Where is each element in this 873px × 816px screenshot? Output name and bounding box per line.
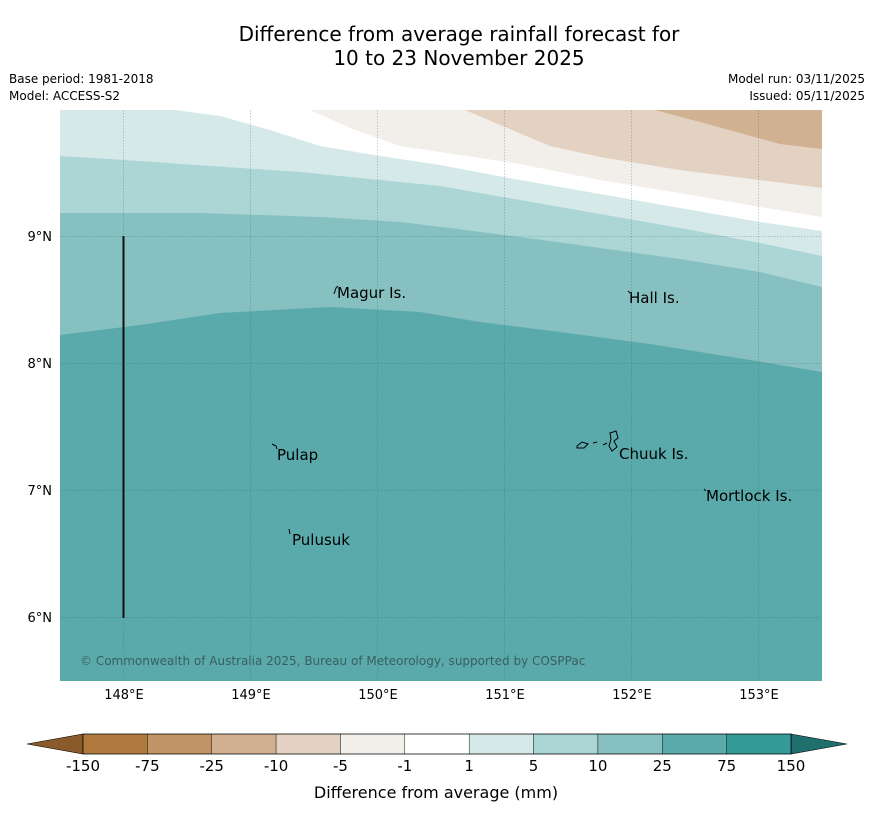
colorbar-tick-labels: -150 -75 -25 -10 -5 -1 1 5 10 25 75 150 — [66, 757, 805, 775]
colorbar-tick-label: 150 — [777, 757, 806, 775]
colorbar: -150 -75 -25 -10 -5 -1 1 5 10 25 75 150 Difference … — [26, 733, 848, 802]
lat-axis-labels: 9°N 8°N 7°N 6°N — [28, 230, 53, 626]
colorbar-segment — [82, 733, 148, 755]
chuuk-lagoon-outline — [576, 430, 619, 452]
lon-axis-labels: 148°E 149°E 150°E 151°E 152°E 153°E — [104, 688, 779, 703]
meta-right: Model run: 03/11/2025 Issued: 05/11/2025 — [728, 71, 865, 105]
place-labels: Magur Is. Hall Is. Pulap Chuuk Is. Mortl… — [277, 284, 792, 549]
lat-label-8n: 8°N — [28, 357, 53, 372]
lat-label-7n: 7°N — [28, 484, 53, 499]
colorbar-tick-label: -10 — [264, 757, 289, 775]
magur-island-outline — [333, 285, 339, 295]
meta-left: Base period: 1981-2018 Model: ACCESS-S2 — [9, 71, 154, 105]
colorbar-tick-label: 5 — [529, 757, 539, 775]
lon-label-153e: 153°E — [739, 688, 779, 703]
colorbar-tick-label: -150 — [66, 757, 100, 775]
hall-island-outline — [627, 290, 631, 294]
chart-title: Difference from average rainfall forecas… — [0, 22, 873, 70]
colorbar-segment — [533, 733, 599, 755]
label-mortlock: Mortlock Is. — [706, 487, 792, 505]
base-period: Base period: 1981-2018 — [9, 72, 154, 86]
rain-band-neg10-neg5 — [655, 110, 822, 149]
lat-label-6n: 6°N — [28, 611, 53, 626]
colorbar-tick-label: 10 — [588, 757, 607, 775]
label-pulap: Pulap — [277, 446, 318, 464]
colorbar-extend-high — [790, 733, 848, 755]
lat-label-9n: 9°N — [28, 230, 53, 245]
title-line-2: 10 to 23 November 2025 — [333, 46, 585, 70]
mortlock-island-outline — [703, 488, 707, 492]
issued-date: Issued: 05/11/2025 — [749, 89, 865, 103]
title-line-1: Difference from average rainfall forecas… — [238, 22, 680, 46]
colorbar-tick-label: -75 — [135, 757, 160, 775]
colorbar-segment — [340, 733, 406, 755]
colorbar-segment — [275, 733, 341, 755]
colorbar-segment — [468, 733, 534, 755]
colorbar-tick-label: 25 — [653, 757, 672, 775]
colorbar-tick-label: 1 — [464, 757, 474, 775]
lon-label-151e: 151°E — [485, 688, 525, 703]
colorbar-tick-label: -25 — [199, 757, 224, 775]
lon-label-149e: 149°E — [231, 688, 271, 703]
lon-label-152e: 152°E — [612, 688, 652, 703]
pulap-island-outline — [271, 443, 278, 450]
lon-label-148e: 148°E — [104, 688, 144, 703]
model-name: Model: ACCESS-S2 — [9, 89, 121, 103]
colorbar-tick-label: -5 — [333, 757, 348, 775]
map-area: Magur Is. Hall Is. Pulap Chuuk Is. Mortl… — [60, 110, 822, 681]
colorbar-segment — [597, 733, 663, 755]
colorbar-segment — [726, 733, 792, 755]
model-run: Model run: 03/11/2025 — [727, 72, 865, 86]
copyright-notice: © Commonwealth of Australia 2025, Bureau… — [80, 654, 585, 668]
colorbar-tick-label: 75 — [717, 757, 736, 775]
island-outlines — [271, 285, 707, 535]
colorbar-segment — [147, 733, 212, 755]
label-chuuk: Chuuk Is. — [619, 445, 688, 463]
label-hall: Hall Is. — [629, 289, 680, 307]
label-magur: Magur Is. — [337, 284, 406, 302]
pulusuk-island-outline — [288, 528, 291, 535]
colorbar-segments — [82, 733, 792, 755]
colorbar-extend-low — [26, 733, 84, 755]
colorbar-segment — [211, 733, 277, 755]
colorbar-title: Difference from average (mm) — [314, 783, 558, 802]
colorbar-segment — [404, 733, 470, 755]
colorbar-frame — [82, 733, 792, 755]
lon-label-150e: 150°E — [358, 688, 398, 703]
label-pulusuk: Pulusuk — [292, 531, 350, 549]
colorbar-segment — [662, 733, 727, 755]
colorbar-tick-label: -1 — [397, 757, 412, 775]
